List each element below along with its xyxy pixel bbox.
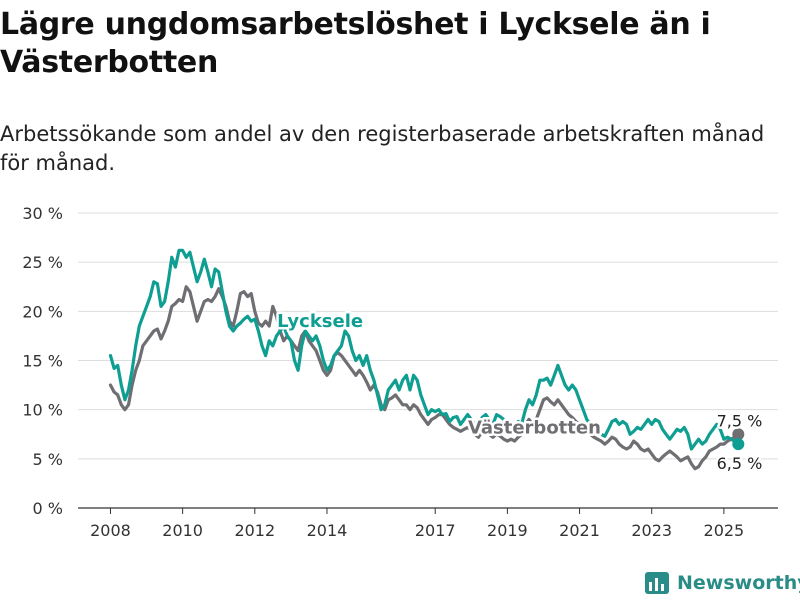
x-tick-label: 2021 [559, 521, 600, 540]
x-tick-label: 2019 [487, 521, 528, 540]
x-tick-label: 2012 [234, 521, 275, 540]
line-chart: 0 % 5 % 10 % 15 % 20 % 25 % 30 % 2008 2010 2012 20… [22, 204, 778, 540]
end-value-label-lycksele: 6,5 % [717, 454, 763, 473]
x-tick-label: 2008 [90, 521, 131, 540]
end-value-label-vasterbotten: 7,5 % [717, 411, 763, 430]
series-label-lycksele: Lycksele [277, 311, 363, 332]
series-line-vasterbotten [108, 285, 740, 471]
chart-title: Lägre ungdomsarbetslöshet i Lycksele än … [0, 7, 711, 80]
x-tick-label: 2025 [704, 521, 745, 540]
y-tick-label: 25 % [22, 253, 63, 272]
y-tick-label: 5 % [33, 450, 63, 469]
y-tick-label: 30 % [22, 204, 63, 223]
y-tick-label: 15 % [22, 352, 63, 371]
x-tick-label: 2010 [162, 521, 203, 540]
y-tick-label: 0 % [33, 499, 63, 518]
newsworthy-brand: Newsworthy [645, 568, 800, 598]
x-tick-label: 2014 [307, 521, 348, 540]
brand-name: Newsworthy [677, 572, 800, 594]
newsworthy-logo-icon [645, 572, 669, 594]
x-tick-label: 2023 [631, 521, 672, 540]
series-label-vasterbotten: Västerbotten [468, 417, 601, 438]
end-dot-vasterbotten [732, 428, 745, 441]
end-dot-lycksele [732, 438, 745, 451]
chart-subtitle: Arbetssökande som andel av den registerb… [0, 122, 765, 175]
x-tick-label: 2017 [415, 521, 456, 540]
y-tick-label: 20 % [22, 302, 63, 321]
y-tick-label: 10 % [22, 401, 63, 420]
series-line-lycksele [108, 248, 740, 451]
